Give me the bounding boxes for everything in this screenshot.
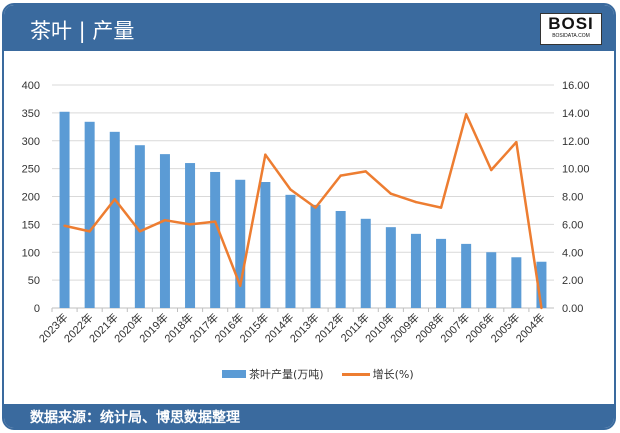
growth-point	[63, 224, 66, 227]
bar	[310, 204, 321, 308]
legend-swatch-line	[341, 372, 370, 376]
data-source: 数据来源：统计局、博思数据整理	[30, 410, 240, 426]
bar	[335, 210, 346, 308]
bar	[159, 154, 170, 308]
bar	[461, 243, 472, 308]
growth-point	[113, 198, 116, 201]
bar	[134, 145, 145, 308]
growth-point	[213, 220, 217, 223]
bar	[285, 194, 296, 308]
growth-point	[464, 113, 468, 116]
growth-point	[289, 188, 292, 191]
bar	[59, 111, 70, 308]
legend-label: 增长(%)	[372, 368, 414, 381]
growth-point	[88, 230, 91, 233]
legend-item-production: 茶叶产量(万吨)	[222, 366, 324, 382]
y-right-tick-label: 12.00	[562, 136, 590, 148]
y-right-tick-label: 2.00	[562, 275, 583, 287]
y-right-tick-label: 0.00	[562, 303, 583, 315]
bar	[210, 171, 221, 308]
y-left-tick-label: 0	[34, 303, 40, 315]
growth-point	[239, 284, 242, 287]
bar	[536, 261, 547, 308]
logo-sub: BOSIDATA.COM	[552, 33, 590, 39]
y-left-tick-label: 100	[22, 247, 40, 259]
page-title: 茶叶 | 产量	[30, 19, 135, 43]
y-right-tick-label: 16.00	[562, 80, 590, 92]
y-right-tick-label: 6.00	[562, 219, 583, 231]
bar	[511, 257, 522, 308]
bar	[410, 233, 421, 308]
y-left-tick-label: 400	[22, 80, 40, 92]
y-right-tick-label: 14.00	[562, 108, 590, 120]
bar	[84, 121, 95, 308]
bar	[436, 238, 447, 308]
growth-point	[314, 206, 317, 209]
bosi-logo: BOSI BOSIDATA.COM	[540, 13, 602, 45]
growth-point	[540, 306, 543, 310]
bar	[235, 179, 246, 308]
growth-point	[389, 192, 393, 195]
y-right-tick-label: 4.00	[562, 247, 583, 259]
y-left-tick-label: 50	[28, 275, 40, 287]
legend-item-growth: 增长(%)	[341, 366, 414, 382]
bar	[385, 227, 396, 308]
growth-point	[414, 200, 418, 204]
logo-text: BOSI	[548, 14, 594, 33]
bar	[486, 252, 497, 308]
chart-card: 茶叶 | 产量 BOSI BOSIDATA.COM 数据来源：统计局、博思数据整…	[2, 3, 616, 430]
growth-point	[490, 168, 493, 172]
legend-label: 茶叶产量(万吨)	[249, 368, 324, 381]
growth-point	[364, 170, 367, 173]
y-left-tick-label: 150	[22, 219, 40, 231]
y-right-tick-label: 8.00	[562, 192, 583, 204]
bar	[360, 218, 371, 308]
bar	[185, 163, 196, 308]
footer-bar: 数据来源：统计局、博思数据整理	[4, 404, 614, 428]
growth-point	[163, 218, 167, 222]
growth-point	[138, 230, 142, 233]
y-left-tick-label: 200	[22, 192, 40, 204]
y-right-tick-label: 10.00	[562, 164, 590, 176]
legend: 茶叶产量(万吨) 增长(%)	[222, 366, 414, 382]
growth-point	[515, 140, 518, 144]
header-bar: 茶叶 | 产量 BOSI BOSIDATA.COM	[4, 5, 614, 51]
y-left-tick-label: 350	[22, 108, 40, 120]
bar	[260, 182, 271, 308]
growth-point	[339, 174, 342, 177]
growth-line	[64, 113, 543, 309]
y-left-tick-label: 250	[22, 164, 40, 176]
bar	[109, 131, 120, 308]
y-left-tick-label: 300	[22, 136, 40, 148]
legend-swatch-bar	[222, 370, 246, 378]
growth-point	[188, 223, 192, 226]
growth-point	[439, 206, 443, 209]
growth-point	[264, 153, 267, 156]
